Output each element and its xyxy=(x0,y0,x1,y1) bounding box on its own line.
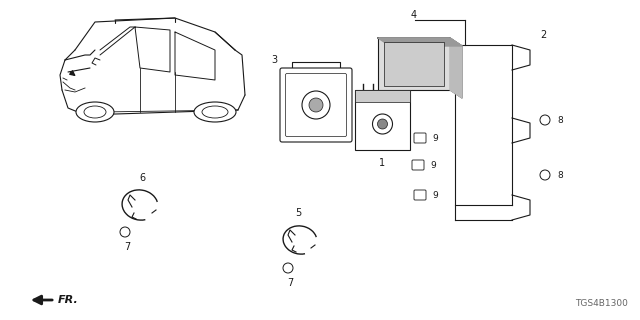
Circle shape xyxy=(309,98,323,112)
Bar xyxy=(378,38,450,90)
Circle shape xyxy=(540,170,550,180)
Text: 7: 7 xyxy=(287,278,293,288)
Text: 1: 1 xyxy=(380,158,385,168)
Bar xyxy=(355,90,410,102)
Circle shape xyxy=(283,263,293,273)
Circle shape xyxy=(378,119,387,129)
Text: TGS4B1300: TGS4B1300 xyxy=(575,299,628,308)
Bar xyxy=(355,90,410,150)
FancyBboxPatch shape xyxy=(412,160,424,170)
Circle shape xyxy=(120,227,130,237)
Bar xyxy=(384,42,444,86)
FancyBboxPatch shape xyxy=(285,74,346,137)
Polygon shape xyxy=(378,38,462,46)
Circle shape xyxy=(372,114,392,134)
Circle shape xyxy=(540,115,550,125)
Text: 6: 6 xyxy=(139,173,145,183)
Ellipse shape xyxy=(194,102,236,122)
Ellipse shape xyxy=(84,106,106,118)
Polygon shape xyxy=(450,38,462,98)
Text: 5: 5 xyxy=(295,208,301,218)
FancyBboxPatch shape xyxy=(414,133,426,143)
Text: 9: 9 xyxy=(430,161,436,170)
Text: 9: 9 xyxy=(432,190,438,199)
FancyBboxPatch shape xyxy=(280,68,352,142)
Text: 4: 4 xyxy=(411,10,417,20)
Text: 3: 3 xyxy=(271,55,277,65)
Circle shape xyxy=(302,91,330,119)
Text: 2: 2 xyxy=(540,30,547,40)
Ellipse shape xyxy=(202,106,228,118)
Text: 7: 7 xyxy=(124,242,130,252)
Text: FR.: FR. xyxy=(58,295,79,305)
Text: 9: 9 xyxy=(432,133,438,142)
Ellipse shape xyxy=(76,102,114,122)
Text: 8: 8 xyxy=(557,171,563,180)
FancyBboxPatch shape xyxy=(414,190,426,200)
Text: 8: 8 xyxy=(557,116,563,124)
